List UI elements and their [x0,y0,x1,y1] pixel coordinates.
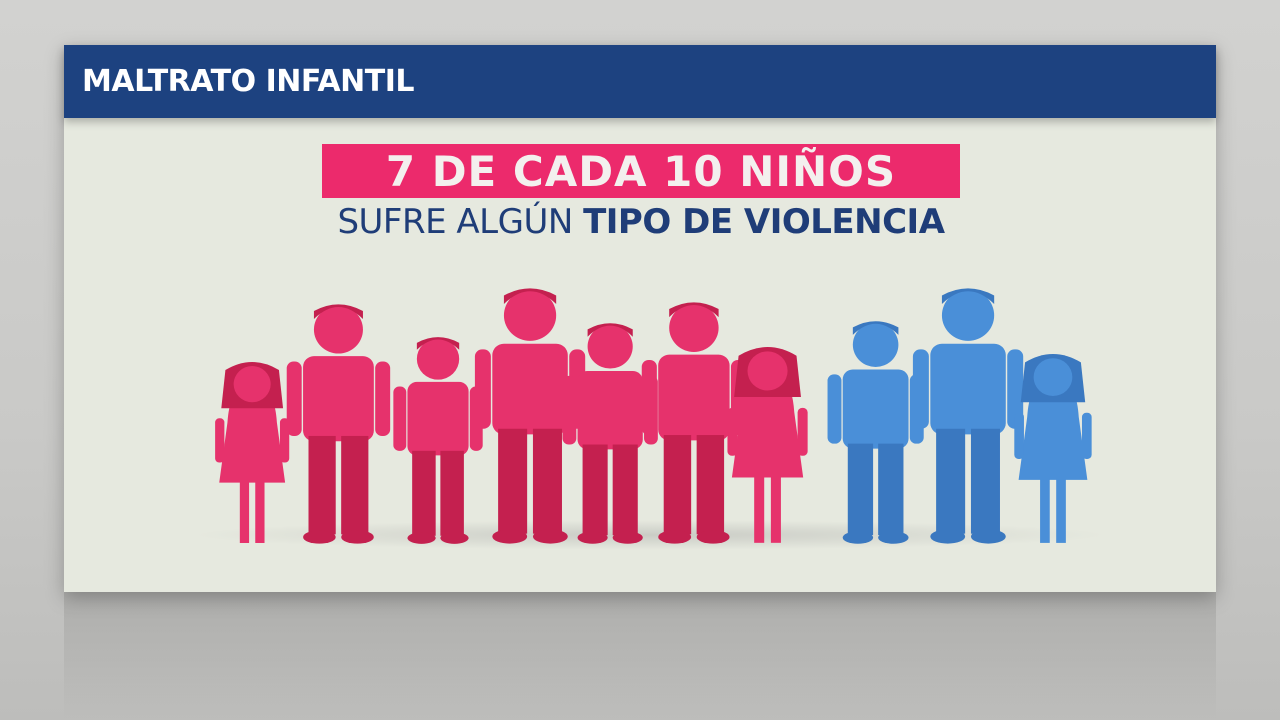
subtitle-bold: TIPO DE VIOLENCIA [583,202,945,242]
affected-girl-icon [723,347,812,545]
header-title: MALTRATO INFANTIL [82,64,414,99]
affected-boy-icon [639,301,749,545]
header-bar: MALTRATO INFANTIL [64,45,1216,118]
panel-reflection [64,592,1216,720]
stat-text: 7 DE CADA 10 NIÑOS [385,146,897,196]
affected-girl-icon [211,362,293,545]
unaffected-boy-icon [910,287,1026,545]
stat-banner: 7 DE CADA 10 NIÑOS [322,144,960,198]
affected-boy-icon [391,336,485,545]
affected-boy-icon [560,322,660,545]
affected-boy-icon [472,287,588,545]
subtitle-regular: SUFRE ALGÚN [337,202,584,242]
subtitle: SUFRE ALGÚN TIPO DE VIOLENCIA [320,202,962,242]
unaffected-girl-icon [1010,354,1096,545]
affected-boy-icon [284,303,393,545]
